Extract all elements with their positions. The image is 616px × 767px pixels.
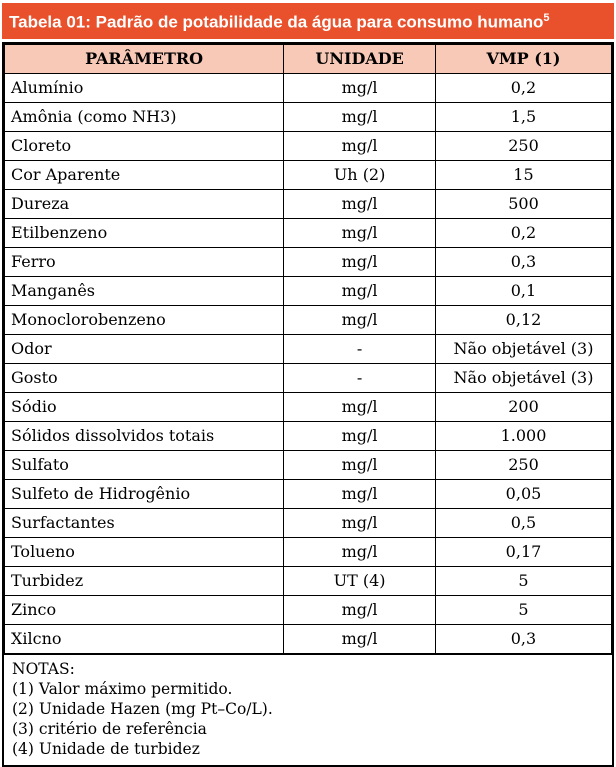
notes-label: NOTAS: xyxy=(12,659,75,678)
table-row: Sódio mg/l 200 xyxy=(3,391,613,422)
table-row: Turbidez UT (4) 5 xyxy=(3,565,613,596)
cell-parametro: Alumínio xyxy=(3,72,285,103)
cell-parametro: Surfactantes xyxy=(3,507,285,538)
table-row: Dureza mg/l 500 xyxy=(3,188,613,219)
cell-parametro: Dureza xyxy=(3,188,285,219)
cell-unidade: Uh (2) xyxy=(283,159,436,190)
table-frame: PARÂMETRO UNIDADE VMP (1) Alumínio mg/l 0,… xyxy=(2,41,614,767)
cell-vmp: 200 xyxy=(434,391,613,422)
cell-parametro: Turbidez xyxy=(3,565,285,596)
cell-unidade: mg/l xyxy=(283,536,436,567)
cell-vmp: 5 xyxy=(434,594,613,625)
table-row: Monoclorobenzeno mg/l 0,12 xyxy=(3,304,613,335)
cell-vmp: Não objetável (3) xyxy=(434,362,613,393)
cell-unidade: mg/l xyxy=(283,188,436,219)
note-line: (3) critério de referência xyxy=(12,719,207,738)
cell-vmp: 0,05 xyxy=(434,478,613,509)
cell-parametro: Manganês xyxy=(3,275,285,306)
cell-parametro: Cor Aparente xyxy=(3,159,285,190)
cell-vmp: 0,17 xyxy=(434,536,613,567)
cell-vmp: 0,3 xyxy=(434,623,613,654)
cell-vmp: 250 xyxy=(434,130,613,161)
cell-unidade: mg/l xyxy=(283,130,436,161)
cell-parametro: Amônia (como NH3) xyxy=(3,101,285,132)
cell-vmp: 15 xyxy=(434,159,613,190)
header-vmp: VMP (1) xyxy=(434,43,613,74)
cell-unidade: mg/l xyxy=(283,507,436,538)
header-unidade: UNIDADE xyxy=(283,43,436,74)
cell-vmp: 1.000 xyxy=(434,420,613,451)
cell-parametro: Gosto xyxy=(3,362,285,393)
cell-parametro: Xilcno xyxy=(3,623,285,654)
cell-vmp: 250 xyxy=(434,449,613,480)
cell-parametro: Sólidos dissolvidos totais xyxy=(3,420,285,451)
cell-parametro: Sulfeto de Hidrogênio xyxy=(3,478,285,509)
cell-vmp: 500 xyxy=(434,188,613,219)
cell-parametro: Monoclorobenzeno xyxy=(3,304,285,335)
table-row: Tolueno mg/l 0,17 xyxy=(3,536,613,567)
cell-unidade: - xyxy=(283,362,436,393)
notes-section: NOTAS: (1) Valor máximo permitido. (2) Un… xyxy=(4,653,612,765)
cell-unidade: mg/l xyxy=(283,246,436,277)
table-row: Sulfato mg/l 250 xyxy=(3,449,613,480)
cell-parametro: Tolueno xyxy=(3,536,285,567)
table-row: Ferro mg/l 0,3 xyxy=(3,246,613,277)
table-row: Etilbenzeno mg/l 0,2 xyxy=(3,217,613,248)
cell-parametro: Sulfato xyxy=(3,449,285,480)
table-row: Manganês mg/l 0,1 xyxy=(3,275,613,306)
header-row: PARÂMETRO UNIDADE VMP (1) xyxy=(3,43,613,74)
table-row: Alumínio mg/l 0,2 xyxy=(3,72,613,103)
cell-parametro: Etilbenzeno xyxy=(3,217,285,248)
cell-unidade: mg/l xyxy=(283,478,436,509)
note-line: (2) Unidade Hazen (mg Pt–Co/L). xyxy=(12,699,273,718)
cell-vmp: 0,2 xyxy=(434,217,613,248)
table-row: Sulfeto de Hidrogênio mg/l 0,05 xyxy=(3,478,613,509)
cell-unidade: mg/l xyxy=(283,101,436,132)
cell-unidade: - xyxy=(283,333,436,364)
cell-parametro: Odor xyxy=(3,333,285,364)
cell-vmp: 0,12 xyxy=(434,304,613,335)
cell-unidade: mg/l xyxy=(283,304,436,335)
note-line: (1) Valor máximo permitido. xyxy=(12,679,233,698)
cell-unidade: mg/l xyxy=(283,391,436,422)
table-row: Amônia (como NH3) mg/l 1,5 xyxy=(3,101,613,132)
table-row: Xilcno mg/l 0,3 xyxy=(3,623,613,654)
cell-vmp: 0,5 xyxy=(434,507,613,538)
cell-unidade: mg/l xyxy=(283,275,436,306)
cell-unidade: mg/l xyxy=(283,217,436,248)
note-line: (4) Unidade de turbidez xyxy=(12,739,200,758)
cell-vmp: Não objetável (3) xyxy=(434,333,613,364)
table-header: PARÂMETRO UNIDADE VMP (1) xyxy=(3,43,613,74)
cell-vmp: 5 xyxy=(434,565,613,596)
notes-list: (1) Valor máximo permitido. (2) Unidade H… xyxy=(12,679,604,759)
cell-parametro: Sódio xyxy=(3,391,285,422)
header-parametro: PARÂMETRO xyxy=(3,43,285,74)
cell-unidade: UT (4) xyxy=(283,565,436,596)
table-title: Tabela 01: Padrão de potabilidade da águ… xyxy=(9,12,544,32)
cell-unidade: mg/l xyxy=(283,623,436,654)
table-row: Cloreto mg/l 250 xyxy=(3,130,613,161)
table-row: Gosto - Não objetável (3) xyxy=(3,362,613,393)
cell-unidade: mg/l xyxy=(283,420,436,451)
table-title-bar: Tabela 01: Padrão de potabilidade da águ… xyxy=(2,3,614,39)
cell-vmp: 0,2 xyxy=(434,72,613,103)
potability-table: PARÂMETRO UNIDADE VMP (1) Alumínio mg/l 0,… xyxy=(3,43,613,654)
cell-unidade: mg/l xyxy=(283,449,436,480)
cell-vmp: 0,1 xyxy=(434,275,613,306)
cell-parametro: Cloreto xyxy=(3,130,285,161)
cell-unidade: mg/l xyxy=(283,594,436,625)
table-row: Odor - Não objetável (3) xyxy=(3,333,613,364)
table-body: Alumínio mg/l 0,2 Amônia (como NH3) mg/l 1,5 C… xyxy=(3,72,613,654)
table-row: Surfactantes mg/l 0,5 xyxy=(3,507,613,538)
cell-vmp: 1,5 xyxy=(434,101,613,132)
cell-unidade: mg/l xyxy=(283,72,436,103)
cell-parametro: Zinco xyxy=(3,594,285,625)
table-row: Sólidos dissolvidos totais mg/l 1.000 xyxy=(3,420,613,451)
table-row: Zinco mg/l 5 xyxy=(3,594,613,625)
cell-parametro: Ferro xyxy=(3,246,285,277)
table-row: Cor Aparente Uh (2) 15 xyxy=(3,159,613,190)
title-footnote-ref: 5 xyxy=(543,12,550,24)
cell-vmp: 0,3 xyxy=(434,246,613,277)
